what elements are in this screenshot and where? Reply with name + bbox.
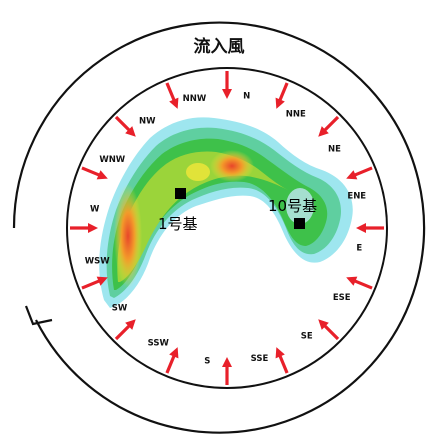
direction-label-sw: SW <box>112 304 128 314</box>
wind-arrow-shaft <box>277 82 289 103</box>
direction-label-sse: SSE <box>251 354 269 364</box>
unit-10-marker <box>294 218 305 229</box>
outer-flow-arc <box>12 21 426 434</box>
wind-arrow-nne: NNE <box>275 82 306 119</box>
wind-arrow-shaft <box>352 166 373 178</box>
wind-arrow-shaft <box>114 115 132 133</box>
wind-arrow-ssw: SSW <box>148 339 179 374</box>
wind-arrow-e: E <box>356 223 384 254</box>
wind-arrow-head <box>169 97 179 109</box>
wind-arrow-shaft <box>322 115 340 133</box>
wind-arrow-head <box>96 276 108 286</box>
wind-arrow-n: N <box>222 71 250 102</box>
wind-arrow-head <box>346 170 358 180</box>
outer-flow-arc-arrow <box>24 305 53 326</box>
direction-label-w: W <box>90 204 100 214</box>
wind-arrow-head <box>318 126 329 137</box>
wind-arrow-nw: NW <box>114 115 156 137</box>
wind-arrow-head <box>318 319 329 330</box>
direction-label-wnw: WNW <box>99 155 125 165</box>
wind-arrow-ese: ESE <box>333 276 373 303</box>
direction-label-nnw: NNW <box>183 94 207 104</box>
wind-arrow-head <box>346 276 358 286</box>
terrain-map <box>99 117 353 308</box>
wind-arrow-shaft <box>277 353 289 374</box>
wind-arrow-sse: SSE <box>251 347 289 374</box>
wind-arrow-shaft <box>165 353 177 374</box>
direction-label-n: N <box>243 92 250 102</box>
direction-label-e: E <box>356 244 362 254</box>
wind-arrow-s: S <box>204 356 232 385</box>
wind-arrow-wnw: WNW <box>81 155 126 180</box>
direction-label-ne: NE <box>328 144 341 154</box>
wind-arrow-head <box>125 319 136 330</box>
unit-1-marker <box>175 188 186 199</box>
wind-arrow-w: W <box>70 204 100 233</box>
direction-label-ssw: SSW <box>148 339 170 349</box>
wind-arrow-head <box>356 223 366 233</box>
wind-arrow-head <box>169 347 179 359</box>
wind-arrow-head <box>125 126 136 137</box>
wind-arrow-head <box>222 89 232 99</box>
wind-arrow-ene: ENE <box>346 166 373 201</box>
wind-arrow-sw: SW <box>112 304 136 341</box>
wind-arrow-head <box>96 170 108 180</box>
wind-arrow-shaft <box>165 82 177 103</box>
wind-arrow-shaft <box>322 323 340 341</box>
wind-arrow-head <box>222 357 232 367</box>
wind-arrow-shaft <box>352 278 373 290</box>
direction-label-wsw: WSW <box>85 257 110 267</box>
compass-arrows: N NNE NE ENE E ESE SE SSE S SSW SW WSW W WNW NW NNW <box>70 71 384 385</box>
wind-arrow-nnw: NNW <box>165 82 207 109</box>
wind-arrow-head <box>275 97 285 109</box>
wind-arrow-head <box>88 223 98 233</box>
diagram-title: 流入風 <box>194 36 245 57</box>
wind-arrow-shaft <box>81 278 102 290</box>
wind-arrow-shaft <box>81 166 102 178</box>
unit-1-label: 1号基 <box>158 215 198 233</box>
wind-arrow-ne: NE <box>318 115 341 154</box>
direction-label-se: SE <box>301 331 313 341</box>
direction-label-s: S <box>204 356 210 366</box>
unit-10-label: 10号基 <box>268 197 317 215</box>
direction-label-nw: NW <box>139 117 156 127</box>
direction-label-ese: ESE <box>333 293 351 303</box>
direction-label-nne: NNE <box>286 109 306 119</box>
wind-arrow-se: SE <box>301 319 340 341</box>
wind-arrow-wsw: WSW <box>81 257 110 290</box>
wind-arrow-shaft <box>114 323 132 341</box>
direction-label-ene: ENE <box>347 191 366 201</box>
wind-arrow-head <box>275 347 285 359</box>
